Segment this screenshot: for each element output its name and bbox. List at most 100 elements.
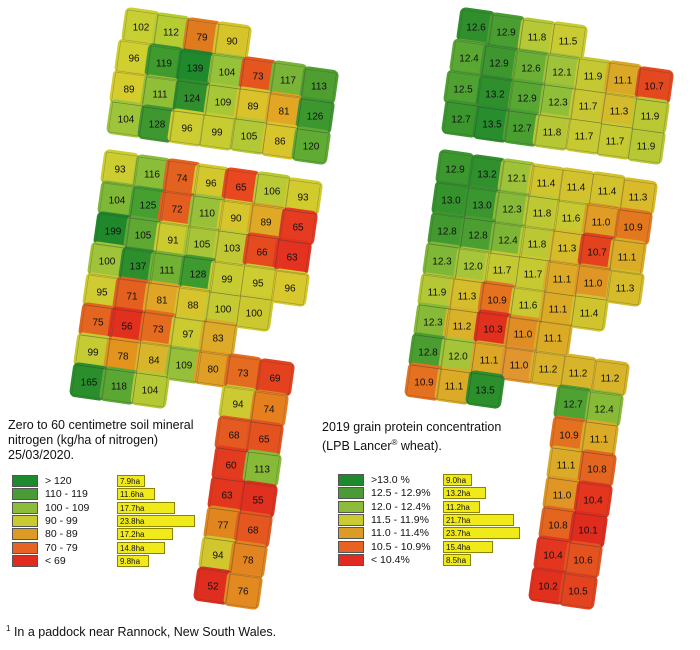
left-caption-line: 25/03/2020.: [8, 448, 75, 462]
map-grid-cell: [134, 156, 170, 192]
map-cell-value: 11.7: [524, 270, 543, 281]
map-grid-cell: [274, 239, 310, 275]
map-cell-value: 10.3: [483, 325, 503, 336]
map-cell-value: 97: [182, 330, 194, 341]
map-cell-value: 93: [114, 165, 126, 176]
map-grid-cell: [214, 230, 250, 266]
map-cell-value: 126: [307, 112, 324, 123]
legend-area-bar: 11.6ha: [117, 488, 155, 501]
map-grid-cell: [501, 347, 537, 383]
map-cell: [114, 38, 154, 77]
map-grid-cell: [114, 278, 150, 314]
map-cell-value: 13.0: [441, 196, 461, 207]
map-grid-cell: [499, 160, 535, 196]
map-cell-value: 89: [247, 102, 259, 113]
map-grid-cell: [449, 278, 485, 314]
map-cell: [456, 7, 496, 46]
map-cell: [233, 510, 273, 549]
map-cell: [78, 302, 118, 341]
footnote: 1 In a paddock near Rannock, New South W…: [6, 624, 276, 639]
map-cell-value: 96: [181, 124, 193, 135]
map-grid-cell: [451, 40, 487, 76]
map-cell: [413, 302, 453, 341]
map-grid-cell: [257, 360, 293, 396]
map-cell: [138, 309, 178, 348]
map-grid-cell: [225, 573, 261, 609]
map-grid-cell: [280, 209, 316, 245]
map-cell: [462, 185, 502, 224]
map-grid-cell: [166, 347, 202, 383]
map-cell-value: 12.9: [517, 94, 537, 105]
map-cell-value: 99: [221, 275, 233, 286]
map-cell-value: 11.1: [544, 334, 563, 345]
map-cell: [492, 189, 532, 228]
map-cell-value: 73: [237, 369, 249, 380]
map-cell: [497, 158, 537, 197]
map-grid-cell: [177, 50, 213, 86]
map-cell-value: 95: [252, 279, 264, 290]
legend-range-label: 100 - 109: [45, 501, 90, 514]
map-cell-value: 11.7: [579, 102, 598, 113]
map-cell: [579, 419, 619, 458]
legend-range-label: 10.5 - 10.9%: [371, 540, 431, 553]
map-grid-cell: [301, 68, 337, 104]
map-grid-cell: [469, 156, 505, 192]
legend-swatch: [12, 501, 38, 514]
map-grid-cell: [120, 248, 156, 284]
map-cell-value: 96: [128, 54, 140, 65]
legend-range-label: >13.0 %: [371, 474, 410, 486]
map-cell-value: 69: [269, 374, 281, 385]
map-grid-cell: [136, 342, 172, 378]
map-cell: [547, 228, 587, 267]
map-grid-cell: [440, 338, 476, 374]
map-cell: [132, 154, 172, 193]
map-grid-cell: [609, 239, 645, 275]
legend-row: 100 - 109 17.7ha: [12, 501, 212, 515]
map-grid-cell: [605, 62, 641, 98]
map-cell-value: 118: [111, 382, 127, 393]
map-cell-value: 11.9: [641, 112, 660, 123]
map-cell: [517, 224, 557, 263]
map-cell-value: 10.7: [644, 82, 664, 93]
map-grid-cell: [180, 256, 216, 292]
map-cell-value: 11.1: [618, 253, 637, 264]
map-cell-value: 199: [105, 227, 122, 238]
legend-area-bar: 17.2ha: [117, 528, 173, 541]
map-cell: [73, 332, 113, 371]
map-cell: [134, 340, 174, 379]
map-grid-cell: [607, 270, 643, 306]
registered-mark: ®: [391, 438, 398, 447]
map-grid-cell: [155, 222, 191, 258]
map-cell: [486, 12, 526, 51]
map-cell: [168, 314, 208, 353]
map-cell: [605, 268, 645, 307]
map-cell: [599, 91, 639, 130]
map-cell: [140, 74, 180, 113]
map-grid-cell: [216, 417, 252, 453]
map-cell-value: 12.8: [418, 348, 438, 359]
map-cell-value: 76: [237, 587, 249, 598]
map-cell-value: 13.5: [475, 386, 495, 397]
legend-swatch: [338, 527, 364, 540]
map-cell-value: 11.2: [601, 374, 620, 385]
map-cell-value: 11.1: [553, 275, 572, 286]
map-cell-value: 11.4: [580, 309, 599, 320]
map-grid-cell: [132, 372, 168, 408]
map-grid-cell: [632, 98, 668, 134]
map-cell: [157, 189, 197, 228]
map-cell: [164, 345, 204, 384]
map-cell: [272, 237, 312, 276]
map-cell-value: 12.8: [437, 227, 457, 238]
map-grid-cell: [140, 311, 176, 347]
map-cell-value: 84: [148, 356, 160, 367]
map-grid-cell: [586, 391, 622, 427]
map-grid-cell: [246, 421, 282, 457]
map-cell-value: 11.8: [533, 209, 552, 220]
map-cell-value: 104: [219, 68, 236, 79]
left-caption-line: nitrogen (kg/ha of nitrogen): [8, 433, 159, 447]
map-grid-cell: [125, 217, 161, 253]
map-cell: [431, 180, 471, 219]
map-grid-cell: [139, 106, 175, 142]
map-cell-value: 100: [215, 305, 232, 316]
